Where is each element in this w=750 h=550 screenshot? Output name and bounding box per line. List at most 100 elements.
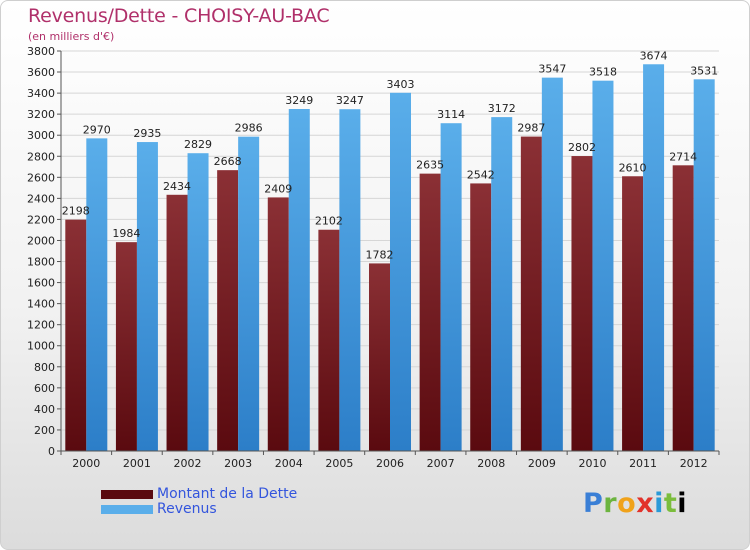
x-tick-label: 2006 xyxy=(376,457,404,470)
bar-revenue xyxy=(136,142,158,452)
bar-debt xyxy=(419,173,441,451)
bar-debt xyxy=(622,176,644,451)
legend-swatch-revenue xyxy=(101,505,153,514)
data-label-revenue: 2986 xyxy=(235,122,263,135)
bar-revenue xyxy=(541,77,563,451)
y-tick-label: 3200 xyxy=(27,108,55,121)
x-tick-label: 2010 xyxy=(578,457,606,470)
bar-debt xyxy=(520,136,542,451)
bar-revenue xyxy=(339,109,361,452)
y-tick-label: 1200 xyxy=(27,319,55,332)
y-tick-label: 2000 xyxy=(27,234,55,247)
y-tick-label: 400 xyxy=(34,403,55,416)
data-label-debt: 2102 xyxy=(315,215,343,228)
y-tick-label: 2200 xyxy=(27,213,55,226)
bar-debt xyxy=(470,183,492,451)
x-tick-label: 2002 xyxy=(174,457,202,470)
data-label-debt: 2610 xyxy=(619,161,647,174)
legend-label-debt: Montant de la Dette xyxy=(157,486,298,502)
legend-item-revenue: Revenus xyxy=(101,502,297,517)
legend: Montant de la Dette Revenus xyxy=(101,487,297,517)
y-tick-label: 1400 xyxy=(27,298,55,311)
y-tick-label: 1600 xyxy=(27,277,55,290)
bar-revenue xyxy=(288,109,310,451)
bars xyxy=(65,64,715,452)
data-label-revenue: 3674 xyxy=(640,49,668,62)
data-label-debt: 1782 xyxy=(366,248,394,261)
data-label-debt: 2542 xyxy=(467,168,495,181)
y-tick-label: 3400 xyxy=(27,87,55,100)
data-label-revenue: 2935 xyxy=(133,127,161,140)
bar-revenue xyxy=(643,64,665,451)
bar-debt xyxy=(267,197,289,451)
bar-revenue xyxy=(187,153,209,452)
bar-debt xyxy=(166,194,188,451)
bar-debt xyxy=(115,242,137,451)
bar-debt xyxy=(318,229,340,451)
data-label-debt: 1984 xyxy=(112,227,140,240)
data-label-debt: 2802 xyxy=(568,141,596,154)
legend-item-debt: Montant de la Dette xyxy=(101,487,297,502)
bar-revenue xyxy=(693,79,715,451)
bar-debt xyxy=(217,170,239,451)
data-label-revenue: 2970 xyxy=(83,123,111,136)
data-label-revenue: 3547 xyxy=(538,63,566,76)
legend-label-revenue: Revenus xyxy=(157,501,217,517)
data-label-revenue: 3247 xyxy=(336,94,364,107)
bar-debt xyxy=(672,165,694,451)
x-tick-label: 2009 xyxy=(528,457,556,470)
data-label-debt: 2198 xyxy=(62,205,90,218)
x-tick-label: 2008 xyxy=(477,457,505,470)
x-tick-label: 2004 xyxy=(275,457,303,470)
bar-debt xyxy=(369,263,390,451)
data-label-debt: 2409 xyxy=(264,182,292,195)
y-tick-label: 3000 xyxy=(27,129,55,142)
x-tick-label: 2011 xyxy=(629,457,657,470)
y-tick-label: 1000 xyxy=(27,340,55,353)
y-tick-label: 3600 xyxy=(27,66,55,79)
x-tick-label: 2001 xyxy=(123,457,151,470)
data-label-revenue: 3518 xyxy=(589,66,617,79)
y-tick-label: 800 xyxy=(34,361,55,374)
proxiti-logo: Proxiti xyxy=(583,488,688,519)
y-tick-label: 1800 xyxy=(27,256,55,269)
bar-revenue xyxy=(390,92,411,451)
y-tick-label: 2400 xyxy=(27,192,55,205)
y-tick-label: 3800 xyxy=(27,45,55,58)
x-tick-label: 2003 xyxy=(224,457,252,470)
chart-title: Revenus/Dette - CHOISY-AU-BAC xyxy=(28,5,330,27)
bar-revenue xyxy=(238,136,260,451)
bar-revenue xyxy=(592,80,614,452)
y-tick-label: 200 xyxy=(34,424,55,437)
x-tick-label: 2000 xyxy=(72,457,100,470)
data-label-revenue: 3114 xyxy=(437,108,465,121)
data-label-revenue: 3531 xyxy=(690,64,718,77)
y-tick-label: 2600 xyxy=(27,171,55,184)
data-label-revenue: 3172 xyxy=(488,102,516,115)
axes: 0 200 400 600 800 1000 1200 1400 1600 1800 2000 220… xyxy=(27,45,720,470)
y-tick-label: 2800 xyxy=(27,150,55,163)
data-label-debt: 2668 xyxy=(214,155,242,168)
data-label-debt: 2987 xyxy=(517,122,545,135)
data-label-revenue: 3249 xyxy=(285,94,313,107)
data-label-revenue: 3403 xyxy=(387,78,415,91)
x-tick-label: 2012 xyxy=(680,457,708,470)
legend-swatch-debt xyxy=(101,490,153,499)
bar-revenue xyxy=(440,123,462,452)
bar-revenue xyxy=(491,117,513,452)
bar-debt xyxy=(571,156,593,452)
data-label-debt: 2635 xyxy=(416,159,444,172)
y-tick-label: 600 xyxy=(34,382,55,395)
data-label-revenue: 2829 xyxy=(184,138,212,151)
bar-debt xyxy=(65,219,87,451)
data-label-debt: 2714 xyxy=(669,150,697,163)
data-label-debt: 2434 xyxy=(163,180,191,193)
x-tick-label: 2007 xyxy=(427,457,455,470)
chart-subtitle: (en milliers d'€) xyxy=(28,30,115,43)
bar-revenue xyxy=(86,138,108,452)
x-tick-label: 2005 xyxy=(325,457,353,470)
y-tick-label: 0 xyxy=(48,445,55,458)
